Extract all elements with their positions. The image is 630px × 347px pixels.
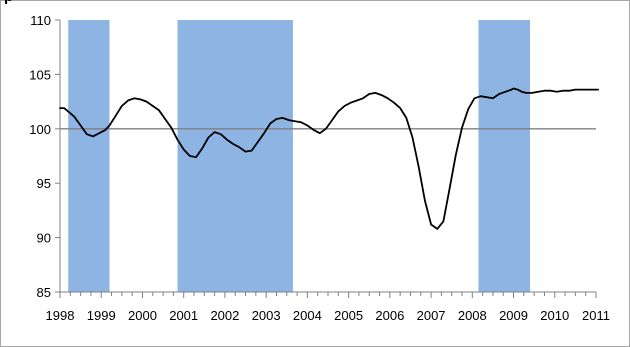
x-tick-label-2007: 2007: [417, 308, 446, 323]
y-tick-label-85: 85: [37, 285, 51, 300]
x-tick-labels: 1998 1999 2000 2001 2002 2003 2004 2005 2006 2007…: [46, 308, 610, 323]
x-tick-label-2010: 2010: [540, 308, 569, 323]
axes: [55, 19, 597, 298]
x-tick-label-2005: 2005: [334, 308, 363, 323]
y-tick-label-100: 100: [29, 122, 51, 137]
y-tick-labels: 85 90 95 100 105 110: [29, 13, 51, 300]
y-tick-label-105: 105: [29, 67, 51, 82]
chart-title-fragment: p: [4, 0, 13, 5]
y-tick-label-110: 110: [30, 13, 51, 28]
shaded-period-3: [478, 20, 531, 292]
x-tick-label-2011: 2011: [582, 308, 610, 323]
y-tick-label-90: 90: [37, 231, 51, 246]
x-tick-label-2008: 2008: [458, 308, 487, 323]
series-line-1: [59, 87, 599, 230]
shaded-period-1: [68, 20, 110, 292]
y-tick-label-95: 95: [37, 176, 51, 191]
x-tick-label-2002: 2002: [210, 308, 239, 323]
recession-shading: [68, 20, 531, 292]
x-tick-label-2001: 2001: [169, 308, 198, 323]
x-tick-label-2004: 2004: [293, 308, 322, 323]
x-tick-label-2006: 2006: [375, 308, 404, 323]
x-tick-label-2003: 2003: [252, 308, 281, 323]
x-tick-label-2009: 2009: [499, 308, 528, 323]
x-tick-label-1999: 1999: [87, 308, 116, 323]
x-tick-label-2000: 2000: [128, 308, 157, 323]
series-group: [59, 87, 599, 230]
x-tick-label-1998: 1998: [46, 308, 75, 323]
